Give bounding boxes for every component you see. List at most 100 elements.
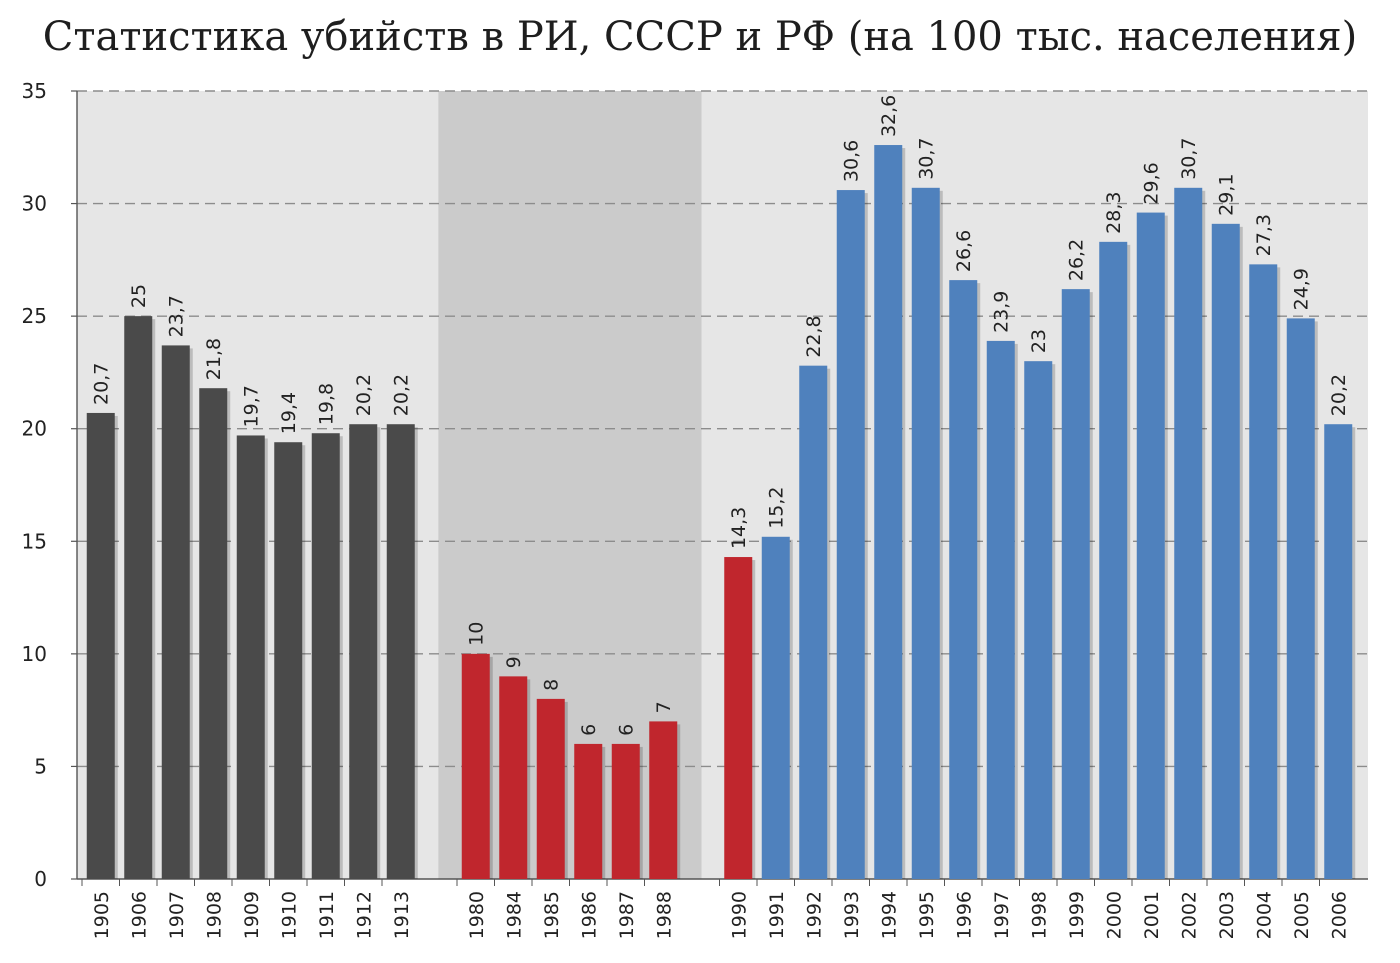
y-tick-label: 0 bbox=[34, 867, 47, 891]
bar-1984 bbox=[499, 676, 528, 879]
bar-2003 bbox=[1211, 223, 1240, 879]
data-label-1980: 10 bbox=[466, 622, 488, 646]
x-tick-label-1908: 1908 bbox=[203, 891, 225, 939]
x-tick-label-1996: 1996 bbox=[953, 891, 975, 939]
y-tick-label: 15 bbox=[22, 529, 47, 553]
bar-1990 bbox=[724, 557, 753, 879]
bar-1913 bbox=[386, 424, 415, 879]
bar-1980 bbox=[461, 653, 490, 879]
bar-1994 bbox=[874, 145, 903, 879]
y-tick-label: 10 bbox=[22, 642, 47, 666]
data-label-1993: 30,6 bbox=[841, 140, 863, 182]
x-tick-label-1911: 1911 bbox=[316, 891, 338, 939]
x-tick-label-2001: 2001 bbox=[1141, 891, 1163, 939]
data-label-1995: 30,7 bbox=[916, 137, 938, 179]
data-label-2006: 20,2 bbox=[1328, 374, 1350, 416]
data-label-1984: 9 bbox=[503, 656, 525, 668]
x-tick-label-1995: 1995 bbox=[916, 891, 938, 939]
bar-2001 bbox=[1136, 212, 1165, 879]
data-label-1991: 15,2 bbox=[766, 486, 788, 528]
x-tick-label-1986: 1986 bbox=[578, 891, 600, 939]
x-tick-label-1905: 1905 bbox=[91, 891, 113, 939]
bar-2002 bbox=[1174, 187, 1203, 880]
x-tick-label-1990: 1990 bbox=[728, 891, 750, 939]
bar-1905 bbox=[86, 412, 115, 879]
bar-2000 bbox=[1099, 241, 1128, 880]
x-tick-label-2000: 2000 bbox=[1103, 891, 1125, 939]
x-tick-label-2004: 2004 bbox=[1253, 891, 1275, 939]
y-tick-label: 20 bbox=[22, 417, 47, 441]
bar-1999 bbox=[1061, 289, 1090, 879]
x-tick-label-1909: 1909 bbox=[241, 891, 263, 939]
x-tick-label-1913: 1913 bbox=[391, 891, 413, 939]
data-label-1996: 26,6 bbox=[953, 230, 975, 272]
x-tick-label-1997: 1997 bbox=[991, 891, 1013, 939]
data-label-2003: 29,1 bbox=[1216, 174, 1238, 216]
data-label-1907: 23,7 bbox=[166, 295, 188, 337]
x-tick-label-1993: 1993 bbox=[841, 891, 863, 939]
x-tick-label-2005: 2005 bbox=[1291, 891, 1313, 939]
bar-1987 bbox=[611, 743, 640, 879]
bar-2004 bbox=[1249, 264, 1278, 879]
data-label-2005: 24,9 bbox=[1291, 268, 1313, 310]
data-label-1985: 8 bbox=[541, 679, 563, 691]
x-tick-label-1984: 1984 bbox=[503, 891, 525, 939]
bar-1996 bbox=[949, 280, 978, 879]
data-label-1986: 6 bbox=[578, 724, 600, 736]
x-tick-label-1987: 1987 bbox=[616, 891, 638, 939]
bar-1995 bbox=[911, 187, 940, 880]
data-label-1987: 6 bbox=[616, 724, 638, 736]
x-tick-label-2002: 2002 bbox=[1178, 891, 1200, 939]
bar-1906 bbox=[124, 316, 153, 880]
data-label-2000: 28,3 bbox=[1103, 192, 1125, 234]
chart-title: Статистика убийств в РИ, СССР и РФ (на 1… bbox=[42, 14, 1358, 60]
data-label-1994: 32,6 bbox=[878, 95, 900, 137]
x-tick-label-1999: 1999 bbox=[1066, 891, 1088, 939]
x-tick-label-1988: 1988 bbox=[653, 891, 675, 939]
data-label-1912: 20,2 bbox=[353, 374, 375, 416]
x-tick-label-1912: 1912 bbox=[353, 891, 375, 939]
bar-1997 bbox=[986, 340, 1015, 879]
bar-1908 bbox=[199, 388, 228, 879]
x-tick-label-1994: 1994 bbox=[878, 891, 900, 939]
y-tick-label: 25 bbox=[22, 304, 47, 328]
data-label-1988: 7 bbox=[653, 701, 675, 713]
bar-1992 bbox=[799, 365, 828, 879]
data-label-1992: 22,8 bbox=[803, 315, 825, 357]
bar-1986 bbox=[574, 743, 603, 879]
bar-1907 bbox=[161, 345, 190, 879]
bar-1988 bbox=[649, 721, 678, 879]
x-tick-label-1906: 1906 bbox=[128, 891, 150, 939]
x-tick-label-1910: 1910 bbox=[278, 891, 300, 939]
data-label-1999: 26,2 bbox=[1066, 239, 1088, 281]
data-label-1905: 20,7 bbox=[91, 363, 113, 405]
data-label-2001: 29,6 bbox=[1141, 162, 1163, 204]
data-label-2002: 30,7 bbox=[1178, 137, 1200, 179]
data-label-1909: 19,7 bbox=[241, 385, 263, 427]
y-tick-label: 5 bbox=[34, 754, 47, 778]
bar-2005 bbox=[1286, 318, 1315, 879]
x-tick-label-1907: 1907 bbox=[166, 891, 188, 939]
x-tick-label-1980: 1980 bbox=[466, 891, 488, 939]
x-tick-label-1991: 1991 bbox=[766, 891, 788, 939]
y-tick-label: 30 bbox=[22, 192, 47, 216]
x-tick-label-1985: 1985 bbox=[541, 891, 563, 939]
bar-1993 bbox=[836, 190, 865, 879]
data-label-1913: 20,2 bbox=[391, 374, 413, 416]
data-label-1911: 19,8 bbox=[316, 383, 338, 425]
bar-1910 bbox=[274, 442, 303, 879]
bar-2006 bbox=[1324, 424, 1353, 879]
bar-1909 bbox=[236, 435, 265, 879]
bar-1998 bbox=[1024, 361, 1053, 880]
bar-1912 bbox=[349, 424, 378, 879]
bar-1985 bbox=[536, 698, 565, 879]
x-tick-label-1998: 1998 bbox=[1028, 891, 1050, 939]
y-tick-label: 35 bbox=[22, 79, 47, 103]
x-tick-label-1992: 1992 bbox=[803, 891, 825, 939]
data-label-1998: 23 bbox=[1028, 329, 1050, 353]
bar-1911 bbox=[311, 433, 340, 879]
data-label-1990: 14,3 bbox=[728, 507, 750, 549]
data-label-1908: 21,8 bbox=[203, 338, 225, 380]
bar-1991 bbox=[761, 536, 790, 879]
